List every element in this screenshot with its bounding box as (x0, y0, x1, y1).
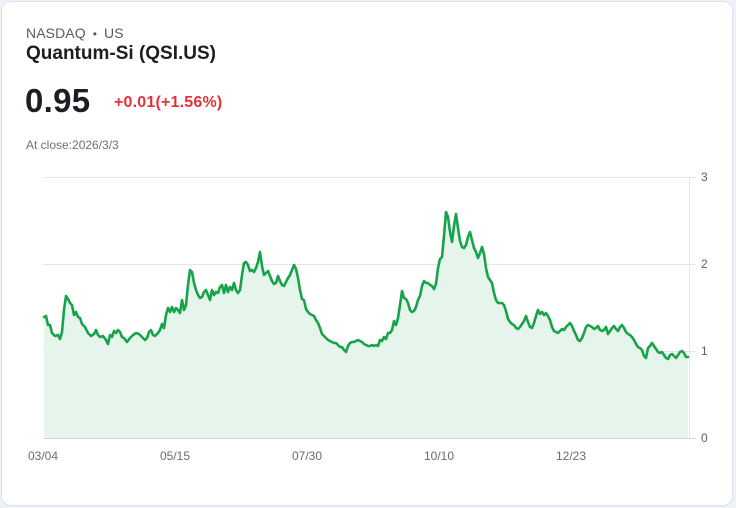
close-timestamp: At close:2026/3/3 (26, 138, 119, 152)
separator-dot: • (92, 27, 98, 41)
price-change: +0.01(+1.56%) (114, 94, 223, 111)
market-label: US (104, 25, 124, 41)
exchange-market-line: NASDAQ • US (26, 25, 124, 41)
current-price: 0.95 (25, 82, 91, 119)
stock-title: Quantum-Si (QSI.US) (26, 43, 216, 64)
exchange-label: NASDAQ (26, 25, 86, 41)
